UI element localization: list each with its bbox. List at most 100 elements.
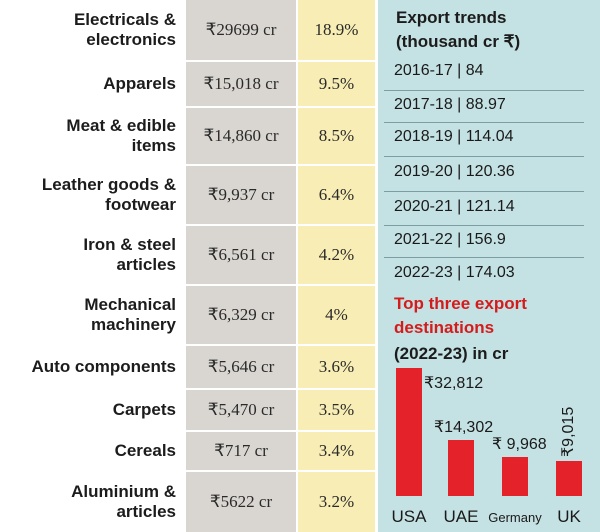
category-cell: Aluminium & articles [0,472,184,532]
trend-divider [384,257,584,258]
table-row: Meat & edible items ₹14,860 cr 8.5% [0,108,375,164]
value-cell: ₹5,470 cr [186,390,296,430]
trend-divider [384,191,584,192]
trend-divider [384,225,584,226]
category-label: Aluminium & articles [71,482,176,521]
value-cell: ₹15,018 cr [186,62,296,106]
trend-divider [384,90,584,91]
value-label: ₹14,860 cr [203,126,279,145]
category-label: Mechanical machinery [84,295,176,334]
share-cell: 4.2% [298,226,375,284]
category-tick-label: UAE [444,507,479,526]
value-cell: ₹5,646 cr [186,346,296,388]
trend-item: 2018-19 | 114.04 [394,128,514,145]
value-label: ₹29699 cr [205,20,277,39]
bar-uk [556,461,582,496]
bar-usa [396,368,422,496]
category-cell: Auto components [0,346,184,388]
share-cell: 3.4% [298,432,375,470]
share-label: 3.2% [318,492,355,511]
category-label: Apparels [103,74,176,93]
share-cell: 3.2% [298,472,375,532]
value-label: ₹5,646 cr [207,357,275,376]
table-row: Apparels ₹15,018 cr 9.5% [0,62,375,106]
share-label: 6.4% [318,185,355,204]
trend-divider [384,122,584,123]
destinations-subtitle: (2022-23) in cr [394,344,509,363]
table-row: Aluminium & articles ₹5622 cr 3.2% [0,472,375,532]
share-label: 4% [325,305,348,324]
share-cell: 3.5% [298,390,375,430]
share-label: 3.5% [318,400,355,419]
share-cell: 3.6% [298,346,375,388]
data-label: ₹9,015 [560,407,577,457]
share-label: 8.5% [318,126,355,145]
table-row: Auto components ₹5,646 cr 3.6% [0,346,375,388]
category-label: Carpets [112,400,176,419]
value-cell: ₹14,860 cr [186,108,296,164]
category-label: Cereals [114,441,176,460]
trend-item: 2016-17 | 84 [394,62,484,79]
share-cell: 4% [298,286,375,344]
category-tick-label: USA [392,507,428,526]
value-label: ₹15,018 cr [203,74,279,93]
table-row: Leather goods & footwear ₹9,937 cr 6.4% [0,166,375,224]
share-label: 3.6% [318,357,355,376]
category-tick-label: UK [557,507,581,526]
export-trends-title: Export trends (thousand cr ₹) [396,8,521,51]
bar-germany [502,457,528,496]
category-cell: Apparels [0,62,184,106]
trend-item: 2020-21 | 121.14 [394,198,515,215]
category-cell: Meat & edible items [0,108,184,164]
share-cell: 9.5% [298,62,375,106]
trend-item: 2017-18 | 88.97 [394,96,506,113]
category-cell: Iron & steel articles [0,226,184,284]
category-cell: Electricals & electronics [0,0,184,60]
data-label: ₹ 9,968 [492,436,547,453]
category-label: Auto components [31,357,177,376]
share-cell: 6.4% [298,166,375,224]
share-cell: 8.5% [298,108,375,164]
share-label: 4.2% [318,245,355,264]
value-label: ₹9,937 cr [207,185,275,204]
bar-uae [448,440,474,496]
value-label: ₹5,470 cr [207,400,275,419]
value-cell: ₹9,937 cr [186,166,296,224]
value-label: ₹6,561 cr [207,245,275,264]
category-cell: Cereals [0,432,184,470]
table-row: Carpets ₹5,470 cr 3.5% [0,390,375,430]
data-label: ₹32,812 [424,375,483,392]
share-label: 18.9% [314,20,359,39]
table-row: Iron & steel articles ₹6,561 cr 4.2% [0,226,375,284]
category-cell: Leather goods & footwear [0,166,184,224]
value-label: ₹5622 cr [209,492,273,511]
category-label: Meat & edible items [66,116,176,155]
category-label: Leather goods & footwear [41,175,176,214]
data-label: ₹14,302 [434,419,493,436]
value-cell: ₹6,329 cr [186,286,296,344]
destinations-title: Top three export destinations [394,294,527,337]
value-label: ₹717 cr [214,441,268,460]
table-row: Mechanical machinery ₹6,329 cr 4% [0,286,375,344]
category-cell: Carpets [0,390,184,430]
destinations-bar-chart: USA ₹32,812 UAE ₹14,302 Germany ₹ 9,968 UK ₹9,0… [392,368,582,526]
share-label: 9.5% [318,74,355,93]
share-label: 3.4% [318,441,355,460]
category-label: Electricals & electronics [73,10,176,49]
table-row: Electricals & electronics ₹29699 cr 18.9… [0,0,375,60]
value-cell: ₹6,561 cr [186,226,296,284]
export-categories-table: Electricals & electronics ₹29699 cr 18.9… [0,0,375,532]
trend-item: 2019-20 | 120.36 [394,163,515,180]
share-cell: 18.9% [298,0,375,60]
value-cell: ₹29699 cr [186,0,296,60]
value-label: ₹6,329 cr [207,305,275,324]
category-label: Iron & steel articles [83,235,176,274]
trend-item: 2021-22 | 156.9 [394,231,506,248]
value-cell: ₹717 cr [186,432,296,470]
value-cell: ₹5622 cr [186,472,296,532]
trend-divider [384,156,584,157]
category-cell: Mechanical machinery [0,286,184,344]
category-tick-label: Germany [488,510,542,525]
trend-item: 2022-23 | 174.03 [394,264,515,281]
